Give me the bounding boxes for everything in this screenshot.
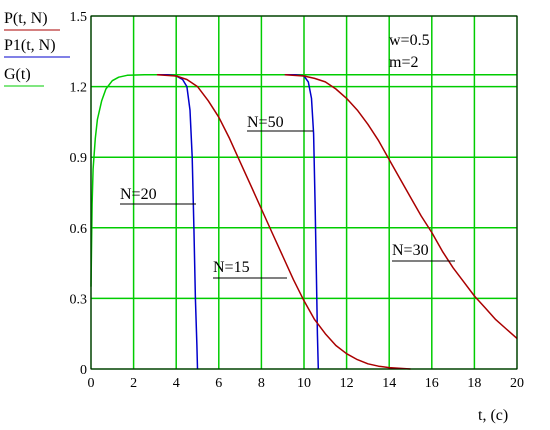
label-n15: N=15: [213, 259, 250, 276]
x-tick-label: 2: [130, 376, 137, 391]
x-tick-label: 20: [510, 376, 524, 391]
ylabel-p: P(t, N): [4, 10, 48, 27]
y-tick-label: 1.2: [70, 81, 88, 96]
xlabel: t, (c): [478, 407, 508, 424]
y-tick-label: 0: [80, 363, 87, 378]
y-tick-label: 0.3: [70, 292, 88, 307]
x-tick-label: 14: [382, 376, 396, 391]
x-tick-label: 18: [467, 376, 481, 391]
x-tick-label: 6: [215, 376, 222, 391]
y-tick-label: 0.6: [70, 222, 88, 237]
x-tick-label: 4: [173, 376, 180, 391]
y-tick-label: 1.5: [70, 10, 88, 25]
x-tick-labels: 0 2 4 6 8 10 12 14 16 18 20: [88, 376, 525, 391]
plot-frame: [90, 15, 518, 370]
annotation-m: m=2: [389, 54, 418, 71]
annotation-w: w=0.5: [389, 32, 430, 49]
x-tick-label: 12: [340, 376, 354, 391]
curves: [90, 74, 518, 370]
series-line-2: [284, 74, 320, 370]
x-tick-label: 0: [88, 376, 95, 391]
y-tick-labels: 0 0.3 0.6 0.9 1.2 1.5: [70, 10, 88, 378]
y-tick-label: 0.9: [70, 151, 88, 166]
series-line-3: [156, 74, 411, 370]
x-tick-label: 10: [297, 376, 311, 391]
x-tick-label: 8: [258, 376, 265, 391]
label-n20: N=20: [120, 186, 157, 203]
series-line-1: [157, 74, 199, 370]
series-line-0: [90, 74, 517, 287]
x-tick-label: 16: [425, 376, 439, 391]
series-line-4: [284, 74, 518, 339]
label-n30: N=30: [392, 242, 429, 259]
ylabel-g: G(t): [4, 66, 31, 83]
ylabel-p1: P1(t, N): [4, 37, 56, 54]
label-n50: N=50: [247, 114, 284, 131]
